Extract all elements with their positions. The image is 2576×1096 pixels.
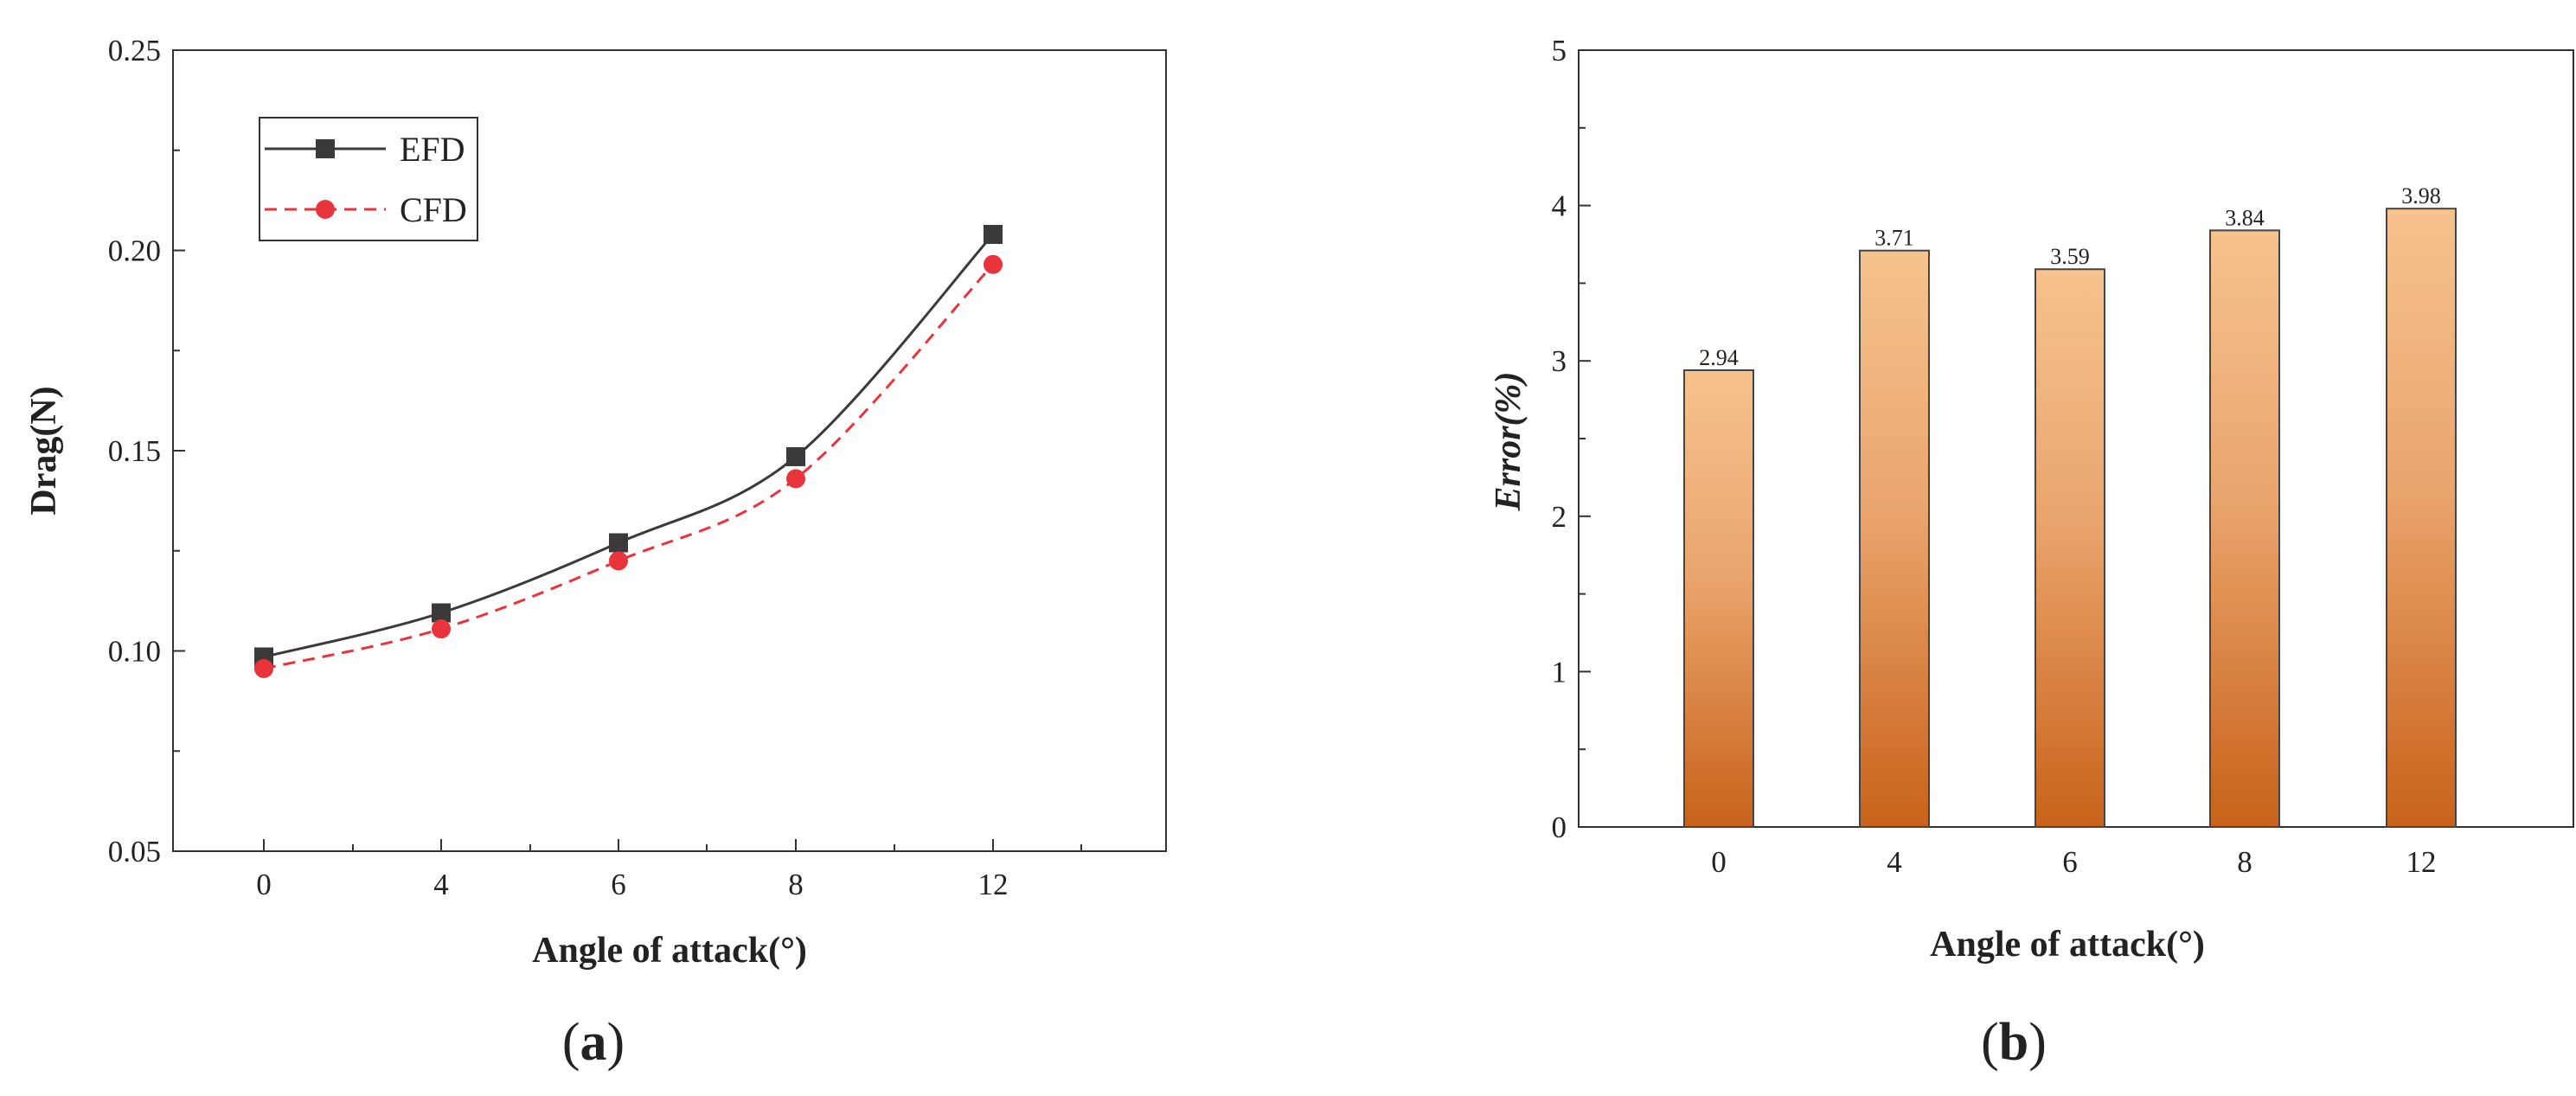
x-tick-label-b: 8: [2237, 845, 2252, 879]
bar: [2035, 268, 2105, 828]
chart-panel-a: 0.05 0.10 0.15 0.20 0.25 0 4 6 8 12 EFD CFD Angle…: [24, 34, 1167, 1072]
x-tick-label-a: 0: [256, 868, 272, 901]
legend-cfd-marker: [316, 200, 335, 219]
point-cfd: [609, 551, 628, 571]
x-axis-title-b: Angle of attack(°): [1930, 925, 2205, 965]
bar-data-label: 3.98: [2401, 183, 2441, 208]
panel-label-b: (b): [1981, 1013, 2047, 1072]
y-tick-label-a: 0.05: [108, 835, 161, 868]
point-cfd: [254, 658, 273, 678]
y-tick-label-b: 0: [1552, 811, 1567, 844]
legend-efd-marker: [316, 139, 335, 158]
bar: [1683, 369, 1754, 828]
bar: [1859, 249, 1930, 828]
point-cfd: [432, 619, 451, 639]
point-efd: [984, 224, 1003, 244]
x-tick-label-a: 8: [788, 868, 804, 901]
series-line-efd: [263, 233, 995, 658]
legend-efd-label: EFD: [400, 130, 465, 169]
legend-a: EFD CFD: [259, 117, 478, 241]
y-tick-label-b: 2: [1552, 500, 1567, 534]
panel-label-a: (a): [562, 1013, 625, 1072]
bar-data-label: 3.71: [1874, 226, 1914, 251]
bar-data-labels-b: 2.94 3.71 3.59 3.84 3.98: [1699, 183, 2441, 370]
y-tick-label-b: 5: [1552, 34, 1567, 67]
bar: [2386, 208, 2457, 828]
x-tick-label-a: 12: [978, 868, 1009, 901]
y-tick-label-b: 4: [1552, 189, 1567, 223]
x-tick-label-b: 0: [1711, 845, 1727, 879]
series-markers-a: [254, 224, 1003, 678]
x-tick-label-b: 12: [2406, 845, 2437, 879]
y-axis-title-a: Drag(N): [24, 386, 64, 515]
y-tick-label-a: 0.15: [108, 434, 161, 468]
point-cfd: [984, 254, 1003, 274]
x-tick-label-b: 4: [1887, 845, 1902, 879]
y-tick-label-a: 0.10: [108, 635, 161, 669]
x-tick-label-b: 6: [2062, 845, 2078, 879]
y-tick-label-a: 0.25: [108, 34, 161, 67]
legend-cfd-label: CFD: [400, 190, 467, 229]
bar-data-label: 3.59: [2050, 244, 2090, 269]
series-lines-a: [263, 233, 995, 670]
point-efd: [432, 603, 451, 623]
bar-data-label: 3.84: [2225, 205, 2265, 230]
x-tick-label-a: 6: [611, 868, 626, 901]
legend-box-a: [259, 117, 478, 241]
x-axis-title-a: Angle of attack(°): [532, 931, 807, 971]
point-cfd: [786, 469, 805, 489]
y-tick-label-a: 0.20: [108, 234, 161, 268]
y-tick-label-b: 1: [1552, 655, 1567, 689]
axis-ticks-a: 0.05 0.10 0.15 0.20 0.25 0 4 6 8 12: [108, 34, 1082, 901]
bar-data-label: 2.94: [1699, 345, 1739, 370]
y-axis-title-b: Error(%): [1489, 371, 1528, 511]
x-tick-label-a: 4: [433, 868, 449, 901]
y-tick-label-b: 3: [1552, 344, 1567, 378]
series-line-cfd: [263, 263, 995, 670]
bar: [2209, 229, 2280, 828]
bars-b: [1683, 208, 2457, 828]
point-efd: [786, 446, 805, 466]
point-efd: [609, 533, 628, 553]
